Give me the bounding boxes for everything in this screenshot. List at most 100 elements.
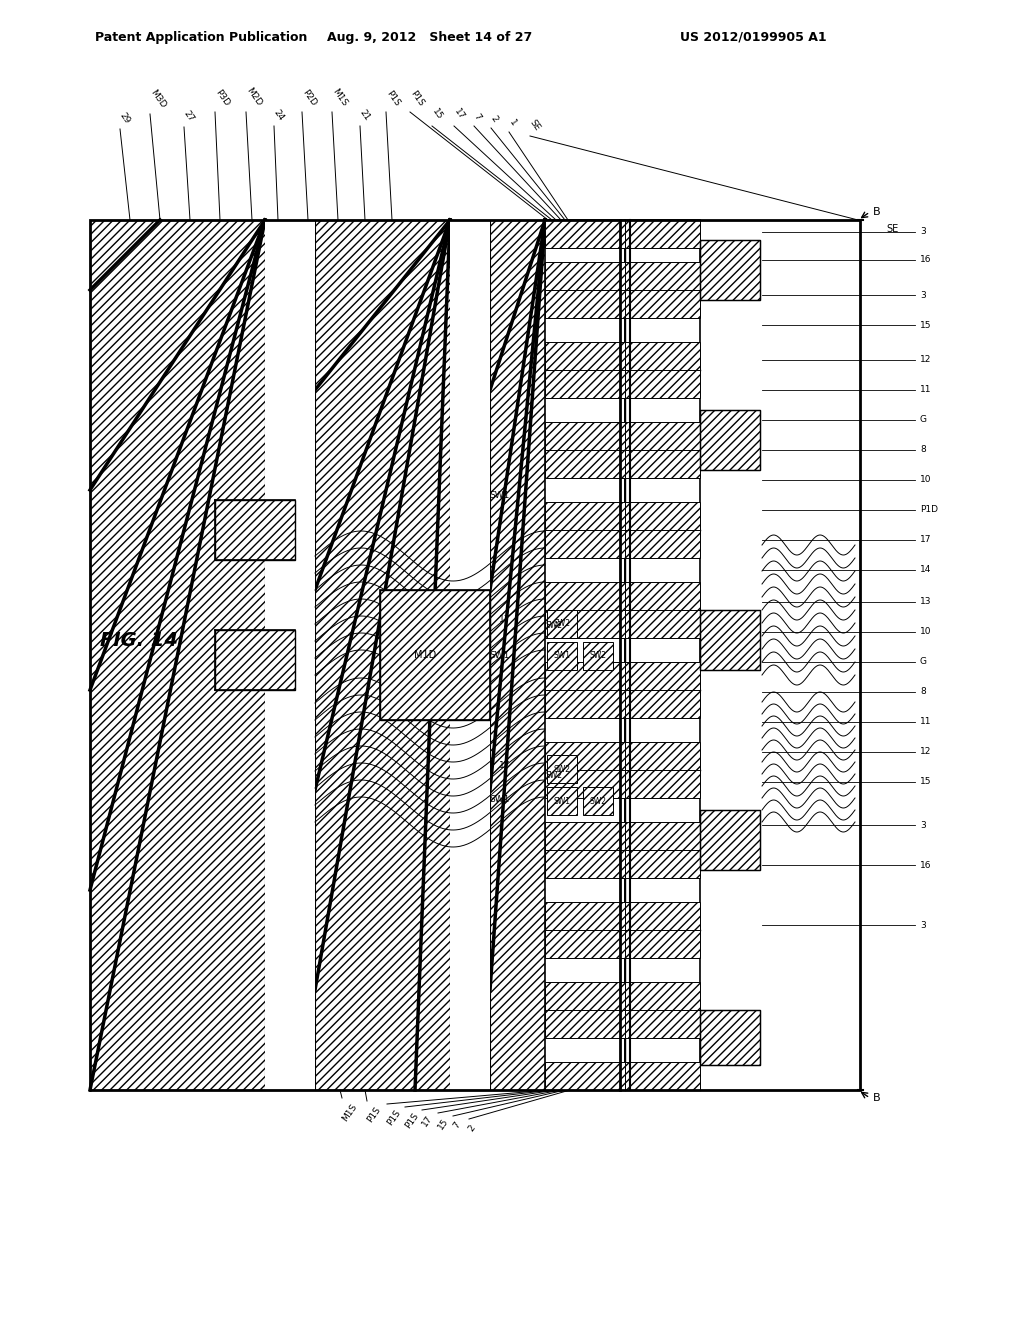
Bar bbox=[625, 220, 700, 248]
Bar bbox=[450, 220, 490, 1090]
Bar bbox=[625, 610, 700, 638]
Bar bbox=[700, 810, 760, 870]
Text: 16: 16 bbox=[920, 256, 932, 264]
Text: 17: 17 bbox=[499, 615, 510, 624]
Text: SW1: SW1 bbox=[489, 651, 510, 660]
Bar bbox=[315, 220, 450, 1090]
Text: 17: 17 bbox=[920, 536, 932, 544]
Text: SW1: SW1 bbox=[554, 796, 570, 805]
Bar bbox=[490, 220, 545, 1090]
Bar bbox=[547, 642, 577, 671]
Text: P2D: P2D bbox=[300, 88, 317, 108]
Text: M2D: M2D bbox=[244, 86, 263, 108]
Bar bbox=[545, 531, 625, 558]
Text: 15: 15 bbox=[920, 321, 932, 330]
Text: US 2012/0199905 A1: US 2012/0199905 A1 bbox=[680, 30, 826, 44]
Text: 12: 12 bbox=[920, 355, 932, 364]
Text: 7: 7 bbox=[451, 1119, 462, 1130]
Text: M1D: M1D bbox=[414, 649, 436, 660]
Bar bbox=[545, 982, 625, 1010]
Bar bbox=[625, 1010, 700, 1038]
Text: 3: 3 bbox=[920, 821, 926, 829]
Bar bbox=[545, 422, 625, 450]
Text: 3: 3 bbox=[920, 227, 926, 236]
Bar bbox=[700, 610, 760, 671]
Bar bbox=[545, 822, 625, 850]
Bar bbox=[545, 770, 625, 799]
Bar bbox=[265, 220, 315, 1090]
Text: 7: 7 bbox=[472, 112, 482, 121]
Text: M1S: M1S bbox=[330, 87, 348, 108]
Text: P1S: P1S bbox=[385, 1107, 402, 1127]
Text: SW1: SW1 bbox=[489, 491, 510, 499]
Text: 29: 29 bbox=[118, 111, 132, 125]
Bar bbox=[380, 590, 490, 719]
Bar bbox=[215, 630, 295, 690]
Text: 11: 11 bbox=[920, 385, 932, 395]
Bar bbox=[625, 982, 700, 1010]
Bar bbox=[625, 261, 700, 290]
Bar bbox=[625, 531, 700, 558]
Text: P1S: P1S bbox=[403, 1111, 420, 1130]
Text: Aug. 9, 2012   Sheet 14 of 27: Aug. 9, 2012 Sheet 14 of 27 bbox=[328, 30, 532, 44]
Bar bbox=[625, 582, 700, 610]
Bar bbox=[625, 502, 700, 531]
Text: P3D: P3D bbox=[213, 88, 230, 108]
Text: 1: 1 bbox=[507, 117, 518, 128]
Bar bbox=[625, 931, 700, 958]
Bar bbox=[625, 450, 700, 478]
Text: SE: SE bbox=[886, 224, 898, 234]
Bar bbox=[625, 742, 700, 770]
Bar bbox=[625, 370, 700, 399]
Bar bbox=[450, 579, 490, 730]
Text: P1S: P1S bbox=[365, 1105, 382, 1125]
Bar bbox=[700, 411, 760, 470]
Text: 15: 15 bbox=[920, 777, 932, 787]
Bar bbox=[215, 500, 295, 560]
Bar bbox=[625, 422, 700, 450]
Bar bbox=[545, 931, 625, 958]
Text: P1S: P1S bbox=[408, 88, 425, 108]
Bar bbox=[625, 690, 700, 718]
Text: 8: 8 bbox=[920, 688, 926, 697]
Bar bbox=[545, 502, 625, 531]
Bar bbox=[625, 850, 700, 878]
Text: 21: 21 bbox=[358, 107, 372, 121]
Bar bbox=[547, 755, 577, 783]
Bar bbox=[700, 240, 760, 300]
Text: SW1: SW1 bbox=[554, 652, 570, 660]
Text: SE: SE bbox=[528, 117, 542, 132]
Text: B: B bbox=[873, 1093, 881, 1104]
Bar bbox=[625, 220, 700, 1090]
Bar bbox=[545, 690, 625, 718]
Bar bbox=[545, 220, 625, 248]
Text: 14: 14 bbox=[920, 565, 932, 574]
Text: SW2: SW2 bbox=[546, 771, 563, 780]
Text: SW2: SW2 bbox=[546, 620, 563, 630]
Bar bbox=[700, 610, 760, 671]
Bar bbox=[700, 411, 760, 470]
Bar bbox=[545, 1063, 625, 1090]
Text: SW1: SW1 bbox=[489, 796, 510, 804]
Bar bbox=[545, 742, 625, 770]
Text: 12: 12 bbox=[920, 747, 932, 756]
Bar bbox=[545, 610, 625, 638]
Text: 2: 2 bbox=[467, 1123, 477, 1133]
Bar bbox=[545, 850, 625, 878]
Bar bbox=[545, 342, 625, 370]
Bar bbox=[265, 620, 315, 700]
Text: 2: 2 bbox=[489, 115, 500, 124]
Bar bbox=[625, 822, 700, 850]
Bar bbox=[90, 220, 860, 1090]
Bar bbox=[625, 1063, 700, 1090]
Text: 27: 27 bbox=[182, 108, 196, 123]
Bar bbox=[545, 370, 625, 399]
Text: SW2: SW2 bbox=[554, 764, 570, 774]
Text: B: B bbox=[873, 207, 881, 216]
Text: 17: 17 bbox=[420, 1114, 434, 1129]
Text: 11: 11 bbox=[920, 718, 932, 726]
Bar bbox=[625, 290, 700, 318]
Text: P1S: P1S bbox=[384, 88, 401, 108]
Text: SW2: SW2 bbox=[554, 619, 570, 628]
Text: Patent Application Publication: Patent Application Publication bbox=[95, 30, 307, 44]
